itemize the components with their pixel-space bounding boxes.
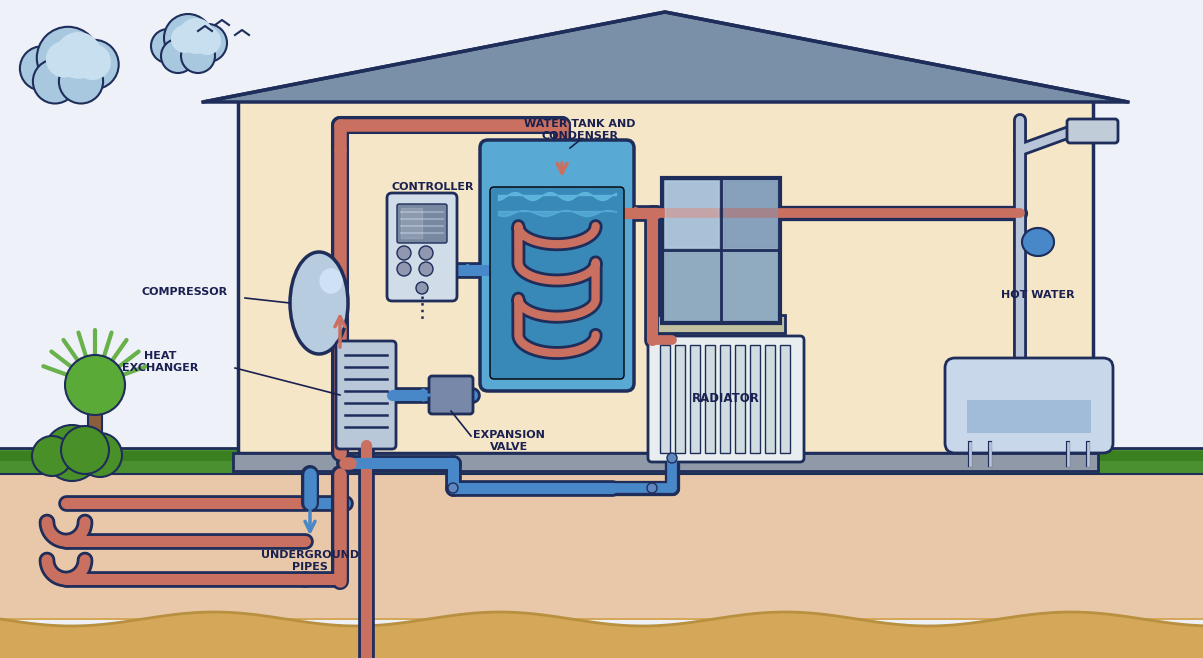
Circle shape <box>78 433 122 477</box>
Circle shape <box>37 27 99 89</box>
FancyBboxPatch shape <box>480 140 634 391</box>
Circle shape <box>171 25 198 53</box>
Circle shape <box>61 426 109 474</box>
Circle shape <box>32 436 72 476</box>
Bar <box>657 315 786 333</box>
Bar <box>662 178 780 323</box>
Circle shape <box>397 262 411 276</box>
Bar <box>0 451 1203 461</box>
Bar <box>660 345 670 453</box>
Text: HOT WATER: HOT WATER <box>1001 290 1074 300</box>
Circle shape <box>46 41 82 78</box>
Circle shape <box>647 483 657 493</box>
FancyBboxPatch shape <box>946 358 1113 453</box>
Polygon shape <box>724 181 777 247</box>
Bar <box>721 345 730 453</box>
FancyBboxPatch shape <box>336 341 396 449</box>
Circle shape <box>178 18 214 54</box>
Bar <box>967 400 1091 433</box>
Ellipse shape <box>290 252 348 354</box>
Circle shape <box>32 59 77 103</box>
Circle shape <box>192 27 221 55</box>
Text: COMPRESSOR: COMPRESSOR <box>142 287 229 297</box>
Circle shape <box>416 282 428 294</box>
Text: EXPANSION
VALVE: EXPANSION VALVE <box>473 430 545 452</box>
Bar <box>0 448 1203 474</box>
Ellipse shape <box>320 268 343 293</box>
Circle shape <box>161 39 195 73</box>
FancyBboxPatch shape <box>429 376 473 414</box>
Polygon shape <box>1023 228 1054 256</box>
Text: CONTROLLER: CONTROLLER <box>392 182 474 192</box>
FancyBboxPatch shape <box>1067 119 1118 143</box>
Bar <box>780 345 790 453</box>
Circle shape <box>65 355 125 415</box>
FancyBboxPatch shape <box>648 336 804 462</box>
Bar <box>735 345 745 453</box>
FancyBboxPatch shape <box>490 187 624 379</box>
Bar <box>88 400 102 475</box>
Text: RADIATOR: RADIATOR <box>692 393 760 405</box>
Circle shape <box>419 246 433 260</box>
Bar <box>705 345 715 453</box>
Circle shape <box>45 425 100 481</box>
Bar <box>691 345 700 453</box>
Circle shape <box>70 39 119 89</box>
Text: WATER TANK AND
CONDENSER: WATER TANK AND CONDENSER <box>525 119 635 141</box>
Circle shape <box>152 29 185 63</box>
Circle shape <box>666 453 677 463</box>
Polygon shape <box>203 12 1128 102</box>
FancyBboxPatch shape <box>397 204 448 243</box>
Polygon shape <box>665 181 718 247</box>
Circle shape <box>55 32 102 79</box>
Circle shape <box>397 246 411 260</box>
Circle shape <box>20 46 64 91</box>
Text: HEAT
EXCHANGER: HEAT EXCHANGER <box>122 351 198 373</box>
Bar <box>0 618 1203 620</box>
Circle shape <box>180 39 215 73</box>
Bar <box>233 453 1098 471</box>
Circle shape <box>189 24 227 62</box>
Circle shape <box>448 483 458 493</box>
Text: UNDERGROUND
PIPES: UNDERGROUND PIPES <box>261 550 358 572</box>
Bar <box>749 345 760 453</box>
Circle shape <box>75 43 111 80</box>
Circle shape <box>419 262 433 276</box>
Polygon shape <box>401 208 422 238</box>
Bar <box>238 100 1094 453</box>
Bar <box>0 474 1203 619</box>
Circle shape <box>164 14 212 62</box>
Circle shape <box>59 59 103 103</box>
Bar <box>765 345 775 453</box>
FancyBboxPatch shape <box>387 193 457 301</box>
Bar <box>675 345 685 453</box>
